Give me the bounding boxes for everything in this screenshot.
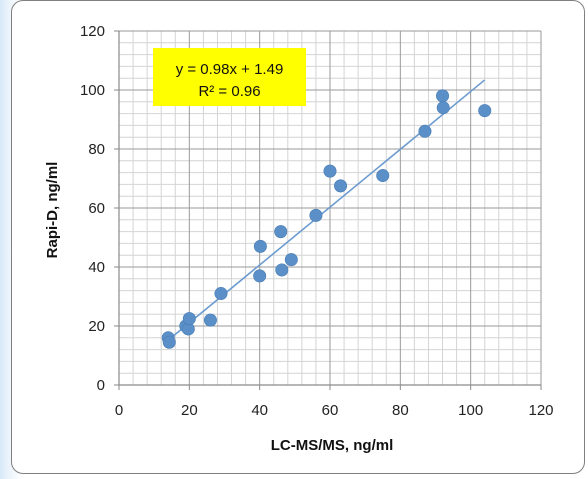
data-point (418, 124, 432, 138)
data-point (323, 164, 337, 178)
data-point (162, 335, 176, 349)
y-tick-label: 80 (88, 141, 105, 158)
data-point (274, 225, 288, 239)
trendline-equation: y = 0.98x + 1.49 (176, 61, 284, 78)
y-tick-label: 40 (88, 259, 105, 276)
data-point (214, 287, 228, 301)
data-point (309, 208, 323, 222)
data-point (182, 312, 196, 326)
y-tick-label: 100 (80, 82, 105, 99)
y-tick-label: 120 (80, 23, 105, 40)
x-tick-label: 80 (392, 402, 409, 419)
x-tick-label: 60 (322, 402, 339, 419)
data-point (275, 263, 289, 277)
x-tick-label: 0 (115, 402, 123, 419)
data-point (334, 179, 348, 193)
data-point (376, 169, 390, 183)
x-tick-label: 120 (528, 402, 553, 419)
data-point (478, 104, 492, 118)
x-tick-label: 100 (458, 402, 483, 419)
equation-annotation: y = 0.98x + 1.49 R² = 0.96 (153, 48, 306, 106)
x-tick-label: 40 (251, 402, 268, 419)
y-axis-title: Rapi-D, ng/ml (44, 162, 61, 259)
y-tick-label: 0 (97, 377, 105, 394)
equation-box (153, 48, 306, 106)
data-point (436, 101, 450, 115)
data-point (284, 253, 298, 267)
data-point (253, 269, 267, 283)
trendline-layer (167, 79, 486, 341)
x-axis-title: LC-MS/MS, ng/ml (271, 437, 394, 454)
axis-layer: 0 20 40 60 80 100 120 0 20 40 60 80 100 120 (80, 23, 554, 419)
data-point (203, 313, 217, 327)
x-tick-label: 20 (181, 402, 198, 419)
trendline (167, 79, 486, 341)
data-point (436, 89, 450, 103)
data-point (253, 239, 267, 253)
y-tick-label: 20 (88, 318, 105, 335)
data-points-layer (161, 89, 492, 349)
y-tick-label: 60 (88, 200, 105, 217)
r-squared-label: R² = 0.96 (198, 83, 260, 100)
